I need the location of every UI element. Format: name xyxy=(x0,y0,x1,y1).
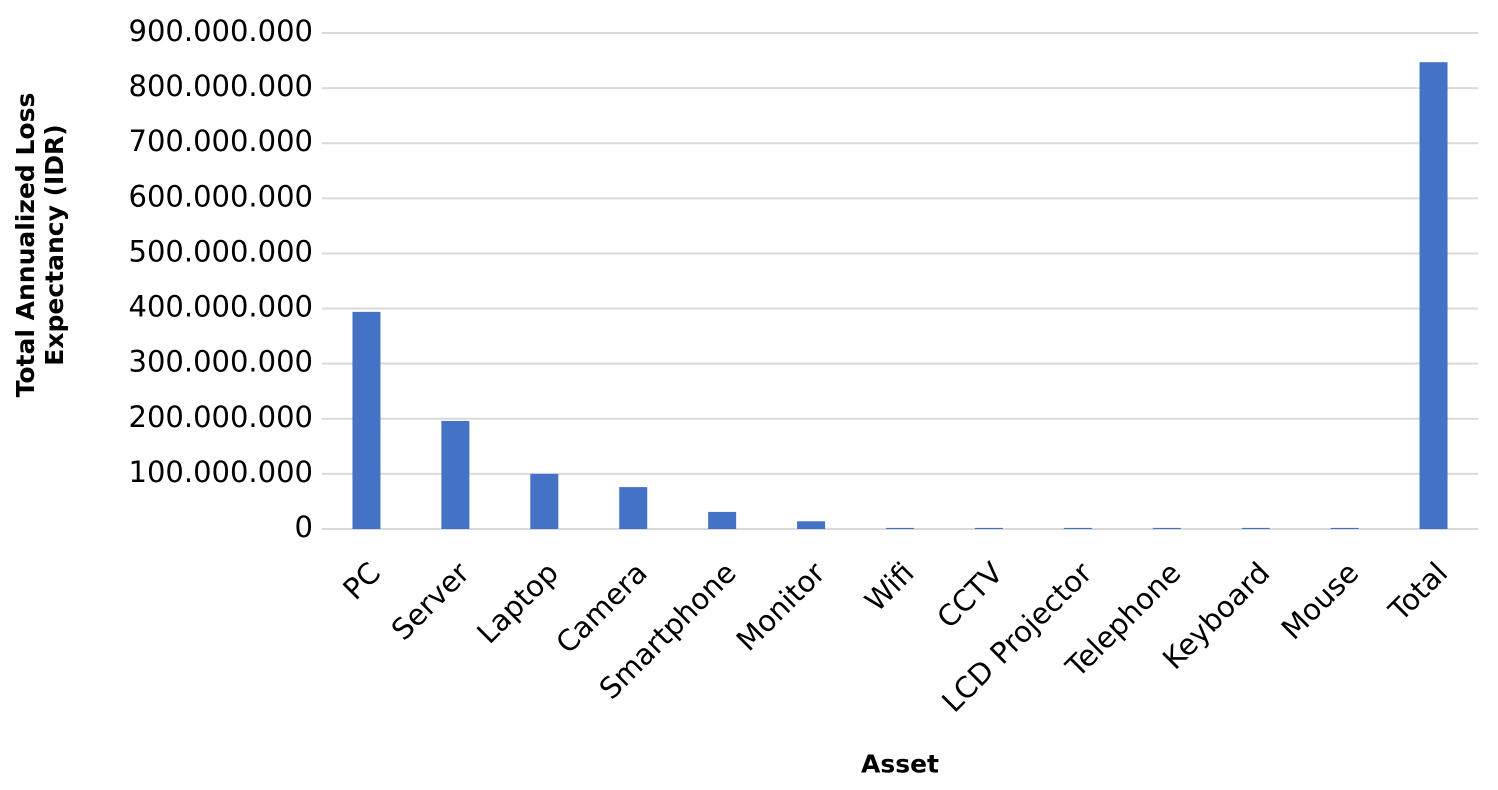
x-tick-label: Wifi xyxy=(858,556,920,618)
x-tick-label: CCTV xyxy=(930,555,1009,634)
bar xyxy=(441,420,470,529)
x-axis-title: Asset xyxy=(860,749,940,779)
bar xyxy=(886,527,914,529)
x-tick-label: PC xyxy=(336,556,387,607)
bar xyxy=(352,311,381,529)
bar xyxy=(1063,527,1092,529)
bar xyxy=(974,527,1003,529)
y-tick-label: 700.000.000 xyxy=(129,124,314,158)
x-tick-label: Mouse xyxy=(1275,556,1366,647)
bar xyxy=(797,521,826,529)
x-tick-label: Total xyxy=(1382,556,1455,629)
bar xyxy=(1241,527,1270,529)
y-tick-label: 100.000.000 xyxy=(129,455,314,489)
y-tick-label: 800.000.000 xyxy=(129,69,314,103)
y-axis-title: Total Annualized Loss Expectancy (IDR) xyxy=(11,92,69,398)
bar xyxy=(1419,62,1448,529)
y-tick-label: 500.000.000 xyxy=(129,234,314,268)
bar xyxy=(708,511,737,529)
y-tick-label: 900.000.000 xyxy=(129,14,314,48)
y-tick-label: 300.000.000 xyxy=(129,345,314,379)
x-tick-label: Monitor xyxy=(730,556,832,658)
y-tick-label: 400.000.000 xyxy=(129,290,314,324)
y-tick-label: 0 xyxy=(295,510,313,544)
bar xyxy=(1330,527,1359,529)
x-tick-label: Server xyxy=(385,556,476,647)
y-tick-label: 600.000.000 xyxy=(129,179,314,213)
bar xyxy=(619,487,648,529)
bar xyxy=(1152,527,1181,529)
y-tick-label: 200.000.000 xyxy=(129,400,314,434)
bar xyxy=(530,473,559,529)
